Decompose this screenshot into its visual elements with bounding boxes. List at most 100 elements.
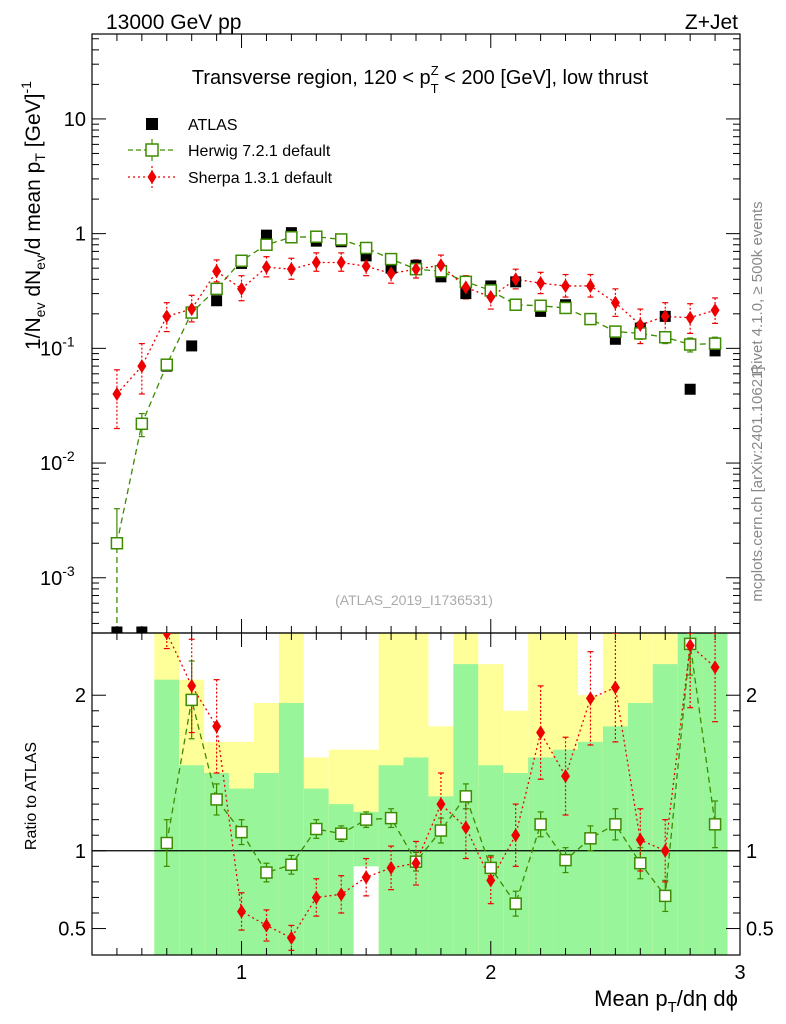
sherpa-marker	[536, 725, 546, 740]
ratio-panel-axes: 1 2 30.5 0.51 12 2	[58, 632, 774, 984]
herwig-marker	[559, 301, 572, 315]
sherpa-marker	[436, 797, 446, 812]
herwig-marker	[160, 358, 174, 371]
ratio-tick-label: 1	[75, 841, 86, 863]
sherpa-marker	[361, 259, 371, 274]
band-gap	[229, 633, 254, 735]
sherpa-marker	[212, 719, 222, 734]
plot-title: Transverse region, 120 < pZ T < 200 [GeV]…	[192, 63, 649, 96]
x-tick-label: 3	[734, 962, 745, 984]
sherpa-marker	[311, 255, 321, 270]
legend: ATLAS Herwig 7.2.1 default Sherpa 1.3.1 de…	[128, 117, 333, 188]
herwig-marker	[359, 241, 373, 255]
sherpa-line	[116, 261, 716, 395]
sherpa-marker	[361, 870, 371, 885]
x-tick-label: 2	[485, 962, 496, 984]
herwig-marker	[708, 337, 722, 350]
band-inner	[278, 703, 304, 955]
herwig-marker	[459, 790, 473, 803]
herwig-marker	[110, 536, 124, 550]
herwig-marker	[609, 325, 622, 338]
atlas-marker	[360, 250, 372, 262]
herwig-marker	[210, 282, 223, 296]
top-series-group	[110, 227, 722, 633]
sherpa-marker	[261, 918, 271, 933]
y-tick-label: 10-1	[40, 333, 75, 360]
herwig-marker	[384, 252, 398, 266]
herwig-marker	[334, 827, 348, 840]
band-inner	[229, 788, 254, 955]
herwig-marker	[285, 231, 298, 244]
sherpa-marker	[336, 887, 346, 902]
herwig-marker	[434, 824, 448, 837]
y-tick-label: 1	[75, 224, 86, 246]
sherpa-marker	[561, 278, 571, 293]
sherpa-marker	[261, 260, 271, 275]
herwig-marker	[210, 793, 223, 806]
herwig-marker	[559, 853, 572, 867]
herwig-marker	[658, 889, 672, 903]
atlas-marker	[186, 340, 198, 352]
y-tick-label: 10-3	[40, 563, 75, 590]
sherpa-marker	[635, 832, 645, 847]
ratio-tick-label: 2	[75, 685, 86, 707]
band-inner	[154, 679, 180, 955]
herwig-marker	[484, 861, 498, 875]
herwig-marker	[509, 897, 522, 910]
sherpa-marker	[486, 290, 496, 305]
sherpa-marker	[162, 633, 172, 640]
herwig-marker	[584, 312, 597, 326]
herwig-marker	[509, 298, 522, 311]
x-axis-label: Mean pT/dη dϕ	[594, 986, 738, 1016]
sherpa-marker	[411, 856, 421, 871]
legend-label: ATLAS	[188, 117, 238, 134]
sherpa-marker	[610, 295, 620, 310]
legend-label: Sherpa 1.3.1 default	[188, 170, 333, 187]
herwig-marker	[534, 299, 547, 313]
ratio-tick-label-right: 0.5	[746, 919, 774, 941]
sherpa-marker	[286, 262, 296, 277]
herwig-marker	[160, 836, 174, 850]
header-left-label: 13000 GeV pp	[106, 11, 241, 34]
legend-label: Herwig 7.2.1 default	[188, 143, 331, 160]
herwig-marker	[260, 866, 273, 879]
ratio-panel-series	[160, 633, 722, 951]
atlas-marker	[136, 626, 148, 633]
legend-herwig-marker	[145, 143, 159, 157]
sherpa-marker	[660, 843, 670, 858]
sherpa-marker	[311, 890, 321, 905]
herwig-line	[116, 236, 716, 633]
sherpa-marker	[561, 769, 571, 784]
sherpa-marker	[336, 255, 346, 270]
herwig-marker	[310, 230, 323, 243]
sherpa-marker	[386, 860, 396, 875]
herwig-marker	[285, 858, 298, 872]
sherpa-marker	[486, 873, 496, 888]
ratio-tick-label-right: 1	[746, 841, 757, 863]
herwig-marker	[658, 330, 672, 344]
sherpa-marker	[635, 317, 645, 332]
band-inner	[503, 773, 529, 955]
herwig-marker	[235, 825, 248, 839]
sherpa-marker	[660, 309, 670, 324]
ratio-series-group	[160, 633, 722, 951]
atlas-marker	[260, 229, 272, 241]
sherpa-marker	[585, 691, 595, 706]
band-inner	[179, 765, 205, 955]
sherpa-marker	[685, 310, 695, 325]
herwig-marker	[260, 238, 273, 252]
sherpa-marker	[436, 258, 446, 273]
sherpa-marker	[511, 828, 521, 843]
atlas-marker	[684, 383, 696, 395]
mcplots-label: mcplots.cern.ch [arXiv:2401.10621]	[749, 366, 766, 601]
sherpa-ratio-line	[166, 633, 716, 939]
sherpa-marker	[386, 266, 396, 281]
legend-atlas-marker	[146, 118, 158, 130]
herwig-marker	[634, 856, 647, 870]
band-inner	[528, 757, 554, 955]
legend-sherpa-marker	[147, 170, 157, 184]
band-inner	[602, 726, 628, 955]
sherpa-marker	[710, 303, 720, 318]
herwig-marker	[584, 832, 597, 845]
herwig-marker	[135, 417, 149, 431]
